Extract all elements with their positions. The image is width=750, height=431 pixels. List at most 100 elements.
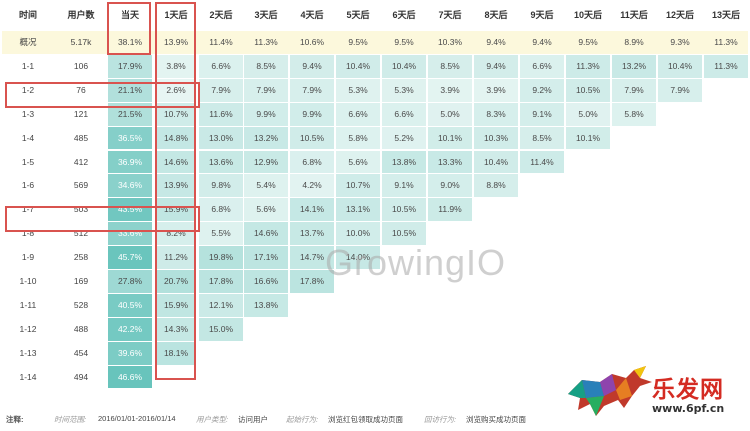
retention-cell[interactable]: 6.8% <box>290 150 334 174</box>
retention-cell[interactable]: 14.0% <box>336 246 380 269</box>
retention-cell[interactable]: 13.2% <box>612 54 656 78</box>
retention-cell[interactable]: 10.5% <box>566 78 610 102</box>
retention-cell[interactable]: 13.6% <box>199 150 243 174</box>
retention-cell[interactable]: 10.4% <box>382 54 426 78</box>
retention-cell[interactable]: 14.8% <box>156 126 196 150</box>
retention-cell[interactable]: 9.9% <box>244 102 288 126</box>
retention-cell[interactable]: 5.3% <box>336 78 380 102</box>
retention-cell[interactable]: 39.6% <box>108 341 152 365</box>
retention-cell[interactable]: 9.5% <box>578 37 598 47</box>
retention-cell[interactable]: 34.6% <box>108 174 152 198</box>
retention-cell[interactable]: 42.2% <box>108 317 152 341</box>
retention-cell[interactable]: 10.4% <box>336 54 380 78</box>
retention-cell[interactable]: 13.9% <box>156 174 196 198</box>
retention-cell[interactable]: 10.5% <box>290 126 334 150</box>
retention-cell[interactable]: 15.9% <box>156 293 196 317</box>
retention-cell[interactable]: 11.9% <box>428 198 472 222</box>
retention-cell[interactable]: 13.1% <box>336 198 380 222</box>
retention-cell[interactable]: 9.1% <box>520 102 564 126</box>
retention-cell[interactable]: 14.7% <box>290 246 334 269</box>
retention-cell[interactable]: 10.1% <box>428 126 472 150</box>
retention-cell[interactable]: 9.4% <box>486 37 506 47</box>
retention-cell[interactable]: 11.2% <box>156 246 196 269</box>
retention-cell[interactable]: 13.8% <box>244 293 288 317</box>
retention-cell[interactable]: 10.6% <box>299 37 325 47</box>
retention-cell[interactable]: 17.8% <box>199 270 243 293</box>
retention-cell[interactable]: 8.5% <box>520 126 564 150</box>
retention-cell[interactable]: 10.0% <box>336 222 380 246</box>
retention-cell[interactable]: 36.5% <box>108 126 152 150</box>
retention-cell[interactable]: 13.2% <box>244 126 288 150</box>
retention-cell[interactable]: 8.2% <box>156 222 196 246</box>
retention-cell[interactable]: 3.9% <box>474 78 518 102</box>
retention-cell[interactable]: 5.5% <box>199 222 243 246</box>
retention-cell[interactable]: 9.8% <box>199 174 243 198</box>
retention-cell[interactable]: 33.6% <box>108 222 152 246</box>
retention-cell[interactable]: 9.3% <box>670 37 690 47</box>
retention-cell[interactable]: 20.7% <box>156 270 196 293</box>
retention-cell[interactable]: 3.8% <box>156 54 196 78</box>
retention-cell[interactable]: 46.6% <box>108 365 152 389</box>
retention-cell[interactable]: 3.9% <box>428 78 472 102</box>
retention-cell[interactable]: 13.7% <box>290 222 334 246</box>
retention-cell[interactable]: 9.5% <box>394 37 414 47</box>
retention-cell[interactable]: 38.1% <box>117 37 143 47</box>
retention-cell[interactable]: 10.5% <box>382 222 426 246</box>
retention-cell[interactable]: 7.9% <box>658 78 702 102</box>
retention-cell[interactable]: 8.3% <box>474 102 518 126</box>
retention-cell[interactable]: 15.9% <box>156 198 196 222</box>
retention-cell[interactable]: 9.5% <box>348 37 368 47</box>
retention-cell[interactable]: 9.1% <box>382 174 426 198</box>
retention-cell[interactable]: 36.9% <box>108 150 152 174</box>
retention-cell[interactable]: 16.6% <box>244 270 288 293</box>
retention-cell[interactable]: 12.1% <box>199 293 243 317</box>
retention-cell[interactable]: 5.6% <box>244 198 288 222</box>
retention-cell[interactable]: 7.9% <box>244 78 288 102</box>
retention-cell[interactable]: 5.3% <box>382 78 426 102</box>
retention-cell[interactable]: 9.4% <box>474 54 518 78</box>
retention-cell[interactable]: 5.0% <box>566 102 610 126</box>
retention-cell[interactable]: 40.5% <box>108 293 152 317</box>
retention-cell[interactable]: 6.6% <box>382 102 426 126</box>
retention-cell[interactable]: 10.5% <box>382 198 426 222</box>
retention-cell[interactable]: 45.7% <box>108 246 152 269</box>
retention-cell[interactable]: 15.0% <box>199 317 243 341</box>
retention-cell[interactable]: 10.3% <box>474 126 518 150</box>
retention-cell[interactable]: 10.7% <box>336 174 380 198</box>
retention-cell[interactable]: 11.6% <box>199 102 243 126</box>
retention-cell[interactable]: 4.2% <box>290 174 334 198</box>
retention-cell[interactable]: 17.1% <box>244 246 288 269</box>
retention-cell[interactable]: 19.8% <box>199 246 243 269</box>
retention-cell[interactable]: 27.8% <box>108 270 152 293</box>
retention-cell[interactable]: 5.8% <box>336 126 380 150</box>
retention-cell[interactable]: 11.4% <box>520 150 564 174</box>
retention-cell[interactable]: 5.8% <box>612 102 656 126</box>
retention-cell[interactable]: 5.6% <box>336 150 380 174</box>
retention-cell[interactable]: 6.6% <box>199 54 243 78</box>
retention-cell[interactable]: 2.6% <box>156 78 196 102</box>
retention-cell[interactable]: 5.0% <box>428 102 472 126</box>
retention-cell[interactable]: 10.7% <box>156 102 196 126</box>
retention-cell[interactable]: 21.1% <box>108 78 152 102</box>
retention-cell[interactable]: 8.5% <box>244 54 288 78</box>
retention-cell[interactable]: 13.3% <box>428 150 472 174</box>
retention-cell[interactable]: 9.4% <box>532 37 552 47</box>
retention-cell[interactable]: 8.9% <box>624 37 644 47</box>
retention-cell[interactable]: 11.3% <box>704 54 748 78</box>
retention-cell[interactable]: 13.9% <box>163 37 189 47</box>
retention-cell[interactable]: 12.9% <box>244 150 288 174</box>
retention-cell[interactable]: 10.3% <box>437 37 463 47</box>
retention-cell[interactable]: 6.8% <box>199 198 243 222</box>
retention-cell[interactable]: 9.9% <box>290 102 334 126</box>
retention-cell[interactable]: 14.6% <box>156 150 196 174</box>
retention-cell[interactable]: 9.4% <box>290 54 334 78</box>
retention-cell[interactable]: 17.9% <box>108 54 152 78</box>
retention-cell[interactable]: 14.6% <box>244 222 288 246</box>
retention-cell[interactable]: 11.4% <box>209 37 233 47</box>
retention-cell[interactable]: 9.2% <box>520 78 564 102</box>
retention-cell[interactable]: 11.3% <box>714 37 738 47</box>
retention-cell[interactable]: 18.1% <box>156 341 196 365</box>
retention-cell[interactable]: 7.9% <box>199 78 243 102</box>
retention-cell[interactable]: 10.4% <box>658 54 702 78</box>
retention-cell[interactable]: 8.8% <box>474 174 518 198</box>
